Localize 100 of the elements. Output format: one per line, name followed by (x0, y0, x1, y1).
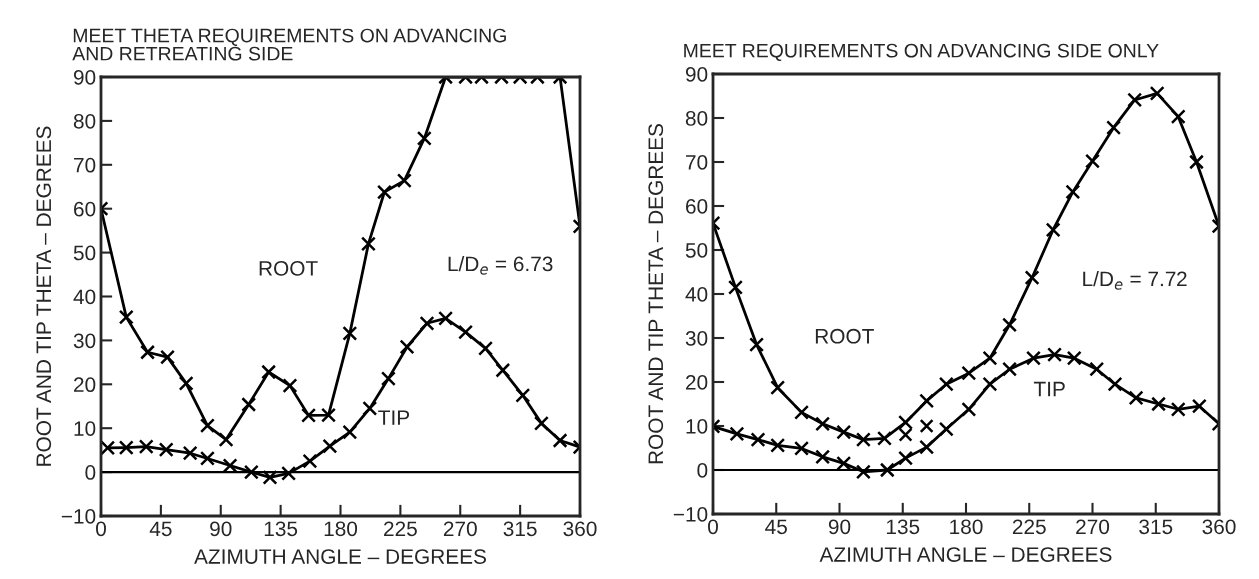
y-tick-label: 70 (686, 155, 708, 170)
point (342, 325, 358, 341)
annotation: L/D$_{e}$ = 7.72 (1083, 270, 1187, 290)
y-tick-label: 60 (74, 201, 96, 217)
point (118, 309, 134, 325)
point (1024, 270, 1040, 286)
x-tick-label: 180 (324, 521, 358, 537)
x-tick-label: 315 (1139, 519, 1173, 535)
point (199, 418, 215, 434)
point (815, 416, 831, 432)
series-label: TIP (1033, 381, 1065, 397)
y-tick-label: 30 (73, 333, 96, 349)
x-tick-label: 45 (149, 521, 172, 537)
point (321, 407, 337, 423)
x-tick-label: 135 (264, 521, 298, 537)
annotation: L/D$_{e}$ = 6.73 (448, 255, 553, 275)
point (218, 432, 234, 448)
text: ROOT (259, 261, 318, 276)
x-tick-label: 360 (563, 521, 597, 537)
point (1065, 184, 1081, 200)
point (898, 414, 914, 430)
point (1106, 120, 1122, 136)
point (876, 430, 892, 446)
point (836, 455, 852, 471)
point (140, 344, 156, 360)
y-tick-label: 40 (73, 289, 96, 305)
x-tick-label: 360 (1202, 519, 1236, 535)
y-tick-label: 0 (697, 463, 708, 478)
point (380, 371, 396, 387)
point (919, 393, 935, 409)
point (1045, 222, 1061, 238)
point (879, 462, 895, 478)
point (961, 401, 977, 417)
point (118, 440, 134, 456)
point (919, 439, 935, 455)
point (478, 340, 494, 356)
point (750, 432, 766, 448)
x-tick-label: 270 (1076, 519, 1110, 535)
point (1170, 109, 1186, 125)
point (416, 130, 432, 146)
x-tick-label: 180 (950, 519, 983, 535)
point (1191, 398, 1207, 414)
point (399, 339, 415, 355)
point (362, 400, 378, 416)
point (138, 439, 154, 455)
point (552, 432, 568, 448)
point (898, 450, 914, 466)
point (178, 375, 194, 391)
x-tick-label: 0 (708, 519, 718, 535)
point (898, 427, 913, 442)
y-axis-title: ROOT AND TIP THETA – DEGREES (648, 123, 664, 464)
point (262, 469, 278, 485)
point (302, 453, 318, 469)
point (243, 464, 259, 480)
y-tick-label: −10 (61, 509, 96, 524)
point (982, 350, 998, 366)
point (1089, 361, 1105, 377)
point (376, 184, 392, 200)
y-tick-label: 10 (74, 421, 96, 436)
point (855, 432, 871, 448)
point (1002, 317, 1018, 333)
point (1002, 361, 1018, 377)
y-tick-label: 20 (74, 377, 96, 393)
point (533, 415, 549, 431)
y-tick-label: 80 (685, 111, 708, 126)
point (282, 378, 298, 394)
series-label: TIP (378, 410, 410, 425)
point (1170, 401, 1186, 417)
y-tick-label: 80 (73, 113, 96, 129)
point (199, 450, 215, 466)
point (1128, 390, 1144, 406)
point (182, 445, 198, 461)
x-tick-label: 135 (886, 519, 920, 535)
point (495, 362, 511, 378)
text: ROOT (815, 328, 874, 344)
point (322, 438, 338, 454)
x-tick-label: 90 (210, 521, 232, 537)
point (770, 380, 786, 396)
point (419, 315, 435, 331)
point (836, 424, 852, 440)
point (961, 365, 977, 381)
point (982, 376, 998, 392)
point (301, 407, 317, 423)
x-tick-label: 225 (384, 521, 417, 537)
point (815, 449, 831, 465)
chart-title: MEET THETA REQUIREMENTS ON ADVANCING AND RETREATING SIDE (72, 28, 506, 61)
point (1189, 154, 1205, 170)
y-tick-label: 70 (74, 157, 96, 173)
x-tick-label: 270 (443, 521, 477, 537)
point (438, 310, 454, 326)
point (101, 440, 116, 456)
point (855, 464, 871, 480)
point (794, 440, 810, 456)
chart-title: MEET REQUIREMENTS ON ADVANCING SIDE ONLY (684, 43, 1159, 62)
y-tick-label: 90 (73, 70, 96, 85)
point (794, 404, 810, 420)
x-tick-label: 315 (503, 521, 537, 537)
point (1149, 85, 1165, 101)
point (749, 337, 765, 353)
y-tick-label: 60 (686, 199, 708, 214)
